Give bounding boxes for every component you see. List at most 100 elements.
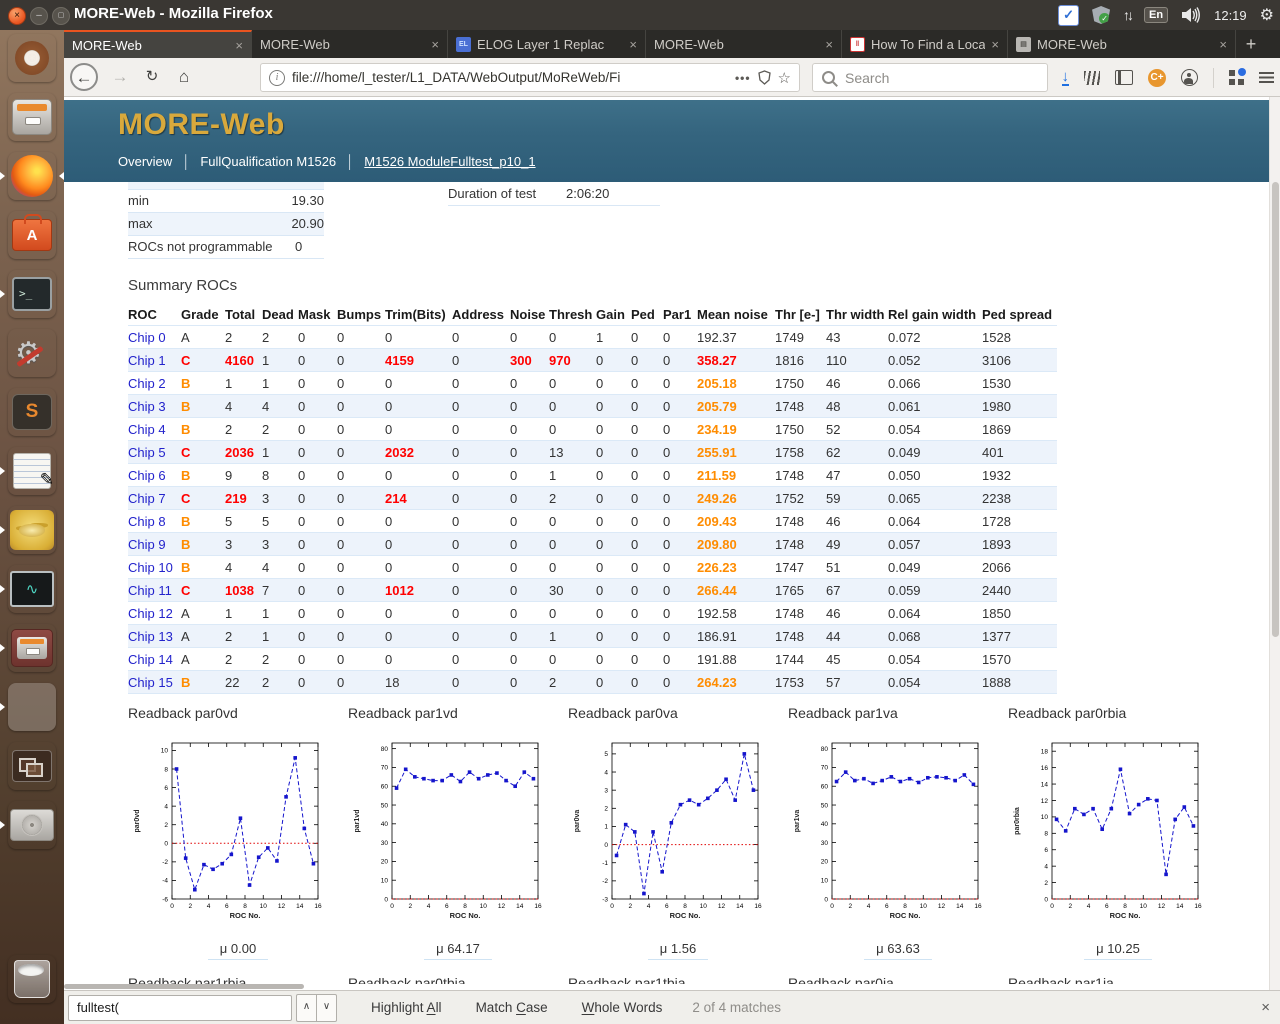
extensions-icon[interactable] (1229, 68, 1246, 85)
tab-close-icon[interactable]: × (629, 36, 637, 52)
session-gear-icon[interactable]: ⚙ (1259, 7, 1274, 24)
table-cell: 0 (385, 601, 452, 625)
table-cell: B (181, 417, 225, 441)
column-header: ROC (128, 303, 181, 326)
launcher-terminal-icon[interactable]: >_ (8, 270, 56, 318)
table-cell: 0 (298, 509, 337, 533)
network-updown-icon[interactable]: ↑↓ (1123, 7, 1134, 23)
launcher-software-toolbox-icon[interactable]: A (8, 211, 56, 259)
table-cell: 0 (452, 509, 510, 533)
tab-how-to-find-a-locat[interactable]: ‖ How To Find a Locat × (842, 30, 1008, 58)
volume-icon[interactable] (1181, 7, 1201, 23)
tab-close-icon[interactable]: × (825, 36, 833, 52)
breadcrumb-item[interactable]: Overview (118, 154, 173, 169)
back-icon[interactable]: ← (70, 63, 98, 91)
breadcrumb-item[interactable]: M1526 ModuleFulltest_p10_1 (364, 154, 536, 169)
chip-link[interactable]: Chip 4 (128, 417, 181, 441)
reload-icon[interactable]: ↻ (145, 68, 159, 85)
new-tab-button[interactable]: + (1245, 34, 1257, 54)
launcher-file-cabinet-icon[interactable] (8, 93, 56, 141)
table-cell: 4 (262, 394, 298, 418)
chip-link[interactable]: Chip 13 (128, 624, 181, 648)
match-case-button[interactable]: Match Case (475, 1000, 548, 1015)
find-previous-button[interactable]: ∧ (296, 993, 317, 1022)
launcher-genie-lamp-icon[interactable] (8, 506, 56, 554)
search-box[interactable] (812, 63, 1048, 92)
cplus-extension-icon[interactable]: C+ (1148, 68, 1166, 87)
find-input[interactable] (68, 994, 292, 1021)
download-icon[interactable]: ↓ (1061, 67, 1069, 86)
find-close-icon[interactable]: × (1261, 999, 1270, 1016)
whole-words-button[interactable]: Whole Words (581, 1000, 663, 1015)
tab-close-icon[interactable]: × (1219, 36, 1227, 52)
launcher-trash-icon[interactable] (8, 955, 56, 1003)
tab-elog-layer-1-replac[interactable]: EL ELOG Layer 1 Replac × (448, 30, 646, 58)
chip-link[interactable]: Chip 10 (128, 555, 181, 579)
bookmark-star-icon[interactable]: ☆ (777, 69, 791, 87)
launcher-tweak-tool-icon[interactable]: ⚙ (8, 329, 56, 377)
window-maximize-button[interactable]: ▢ (52, 7, 70, 25)
column-header: Address (452, 303, 510, 326)
chip-link[interactable]: Chip 8 (128, 509, 181, 533)
chip-link[interactable]: Chip 6 (128, 463, 181, 487)
sidebar-icon[interactable] (1115, 70, 1133, 85)
chip-link[interactable]: Chip 15 (128, 670, 181, 694)
highlight-all-button[interactable]: Highlight All (371, 1000, 442, 1015)
launcher-workspace-switcher-icon[interactable] (8, 742, 56, 790)
launcher-software-updater-icon[interactable] (8, 683, 56, 731)
tab-more-web[interactable]: MORE-Web × (252, 30, 448, 58)
launcher-hard-disk-icon[interactable] (8, 801, 56, 849)
tab-close-icon[interactable]: × (235, 37, 243, 53)
breadcrumb-item[interactable]: FullQualification M1526 (200, 154, 337, 169)
tab-more-web[interactable]: MORE-Web × (64, 30, 252, 58)
tab-close-icon[interactable]: × (991, 36, 999, 52)
table-cell: 0 (631, 578, 663, 602)
chip-link[interactable]: Chip 1 (128, 348, 181, 372)
url-bar[interactable]: i file:///home/l_tester/L1_DATA/WebOutpu… (260, 63, 800, 92)
url-text[interactable]: file:///home/l_tester/L1_DATA/WebOutput/… (292, 70, 621, 85)
tab-more-web[interactable]: MORE-Web × (646, 30, 842, 58)
launcher-firefox-icon[interactable] (8, 152, 56, 200)
info-icon[interactable]: i (269, 69, 285, 86)
keyboard-layout-badge[interactable]: En (1144, 7, 1169, 23)
chip-link[interactable]: Chip 7 (128, 486, 181, 510)
svg-text:16: 16 (974, 903, 982, 910)
library-icon[interactable] (1084, 70, 1100, 85)
chip-link[interactable]: Chip 3 (128, 394, 181, 418)
table-cell: 0 (663, 417, 697, 441)
svg-text:0: 0 (164, 841, 168, 848)
window-close-button[interactable]: × (8, 7, 26, 25)
vertical-scrollbar[interactable] (1269, 97, 1280, 990)
chip-link[interactable]: Chip 12 (128, 601, 181, 625)
vertical-scrollbar-thumb[interactable] (1272, 182, 1279, 637)
launcher-system-monitor-icon[interactable]: ∿ (8, 565, 56, 613)
chip-link[interactable]: Chip 11 (128, 578, 181, 602)
verification-check-icon[interactable]: ✓ (1058, 4, 1080, 26)
launcher-sublime-text-icon[interactable]: S (8, 388, 56, 436)
window-minimize-button[interactable]: – (30, 7, 48, 25)
chip-link[interactable]: Chip 14 (128, 647, 181, 671)
shield-icon[interactable] (757, 70, 771, 85)
chip-link[interactable]: Chip 5 (128, 440, 181, 464)
launcher-archive-red-icon[interactable] (8, 624, 56, 672)
forward-icon[interactable]: → (111, 67, 129, 86)
launcher-text-editor-icon[interactable]: ✎ (8, 447, 56, 495)
home-icon[interactable]: ⌂ (178, 67, 190, 86)
chip-link[interactable]: Chip 2 (128, 371, 181, 395)
launcher-ubuntu-dash-icon[interactable]: ⊛ (8, 34, 56, 82)
table-cell: 0.066 (888, 371, 982, 395)
search-input[interactable] (843, 68, 1038, 87)
menu-icon[interactable] (1259, 72, 1274, 83)
clock[interactable]: 12:19 (1214, 7, 1247, 23)
tab-more-web[interactable]: ▤ MORE-Web × (1008, 30, 1236, 58)
horizontal-scrollbar[interactable] (64, 984, 304, 989)
tab-label: MORE-Web (72, 37, 142, 53)
find-next-button[interactable]: ∨ (317, 993, 337, 1022)
shield-updater-icon[interactable]: ✓ (1092, 6, 1111, 24)
table-cell: 3 (225, 532, 262, 556)
account-icon[interactable] (1181, 69, 1198, 86)
tab-close-icon[interactable]: × (431, 36, 439, 52)
page-actions-icon[interactable]: ••• (734, 70, 751, 85)
chip-link[interactable]: Chip 0 (128, 325, 181, 349)
chip-link[interactable]: Chip 9 (128, 532, 181, 556)
